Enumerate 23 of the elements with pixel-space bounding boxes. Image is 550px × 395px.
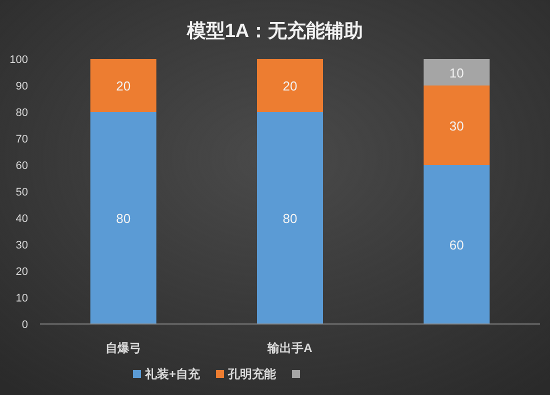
data-label: 80 <box>116 211 131 226</box>
x-tick-label: 自爆弓 <box>105 341 142 355</box>
legend-label: 礼装+自充 <box>144 367 202 381</box>
data-label: 30 <box>449 118 464 134</box>
legend-label: 孔明充能 <box>227 367 278 381</box>
data-label: 80 <box>282 211 298 226</box>
y-tick-label: 0 <box>22 319 28 331</box>
y-tick-label: 60 <box>16 160 28 172</box>
y-tick-label: 80 <box>16 107 28 119</box>
y-tick-label: 70 <box>16 134 28 146</box>
data-label: 20 <box>116 78 131 94</box>
y-tick-label: 90 <box>16 80 28 92</box>
y-tick-label: 50 <box>16 186 28 198</box>
y-tick-label: 20 <box>16 266 28 278</box>
y-tick-label: 100 <box>10 54 28 66</box>
data-label: 20 <box>282 78 298 94</box>
data-label: 60 <box>449 238 464 252</box>
chart-title: 模型1A：无充能辅助 <box>186 20 364 42</box>
y-tick-label: 30 <box>16 240 28 252</box>
y-tick-label: 10 <box>16 292 28 304</box>
x-tick-label: 输出手A <box>266 341 313 355</box>
data-label: 10 <box>449 65 464 80</box>
y-tick-label: 40 <box>16 213 28 225</box>
